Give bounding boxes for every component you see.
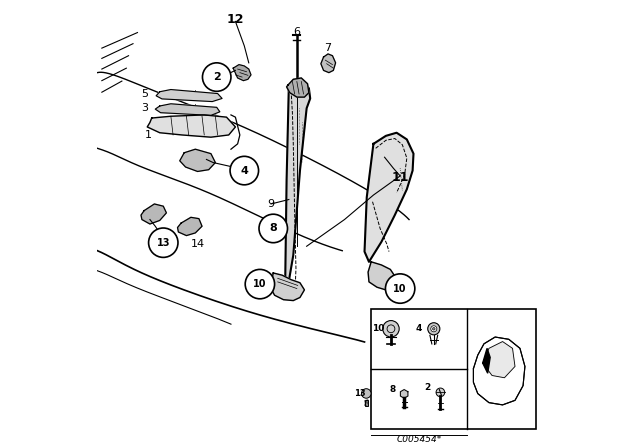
Polygon shape xyxy=(156,90,222,102)
Polygon shape xyxy=(177,217,202,236)
Polygon shape xyxy=(483,341,515,378)
Polygon shape xyxy=(270,273,305,301)
Text: C005454*: C005454* xyxy=(396,435,442,444)
Polygon shape xyxy=(401,390,408,398)
Text: 5: 5 xyxy=(141,89,148,99)
Text: 2: 2 xyxy=(213,72,221,82)
Text: 1: 1 xyxy=(145,130,152,140)
Polygon shape xyxy=(483,349,490,373)
Text: 10: 10 xyxy=(394,284,407,293)
Text: 11: 11 xyxy=(392,171,409,184)
Circle shape xyxy=(148,228,178,258)
Polygon shape xyxy=(180,149,216,172)
Circle shape xyxy=(245,269,275,299)
Text: 3: 3 xyxy=(141,103,148,113)
Text: 2: 2 xyxy=(424,383,430,392)
Polygon shape xyxy=(474,337,525,405)
Text: 13: 13 xyxy=(354,389,365,398)
Circle shape xyxy=(362,389,371,398)
Circle shape xyxy=(259,214,287,243)
Circle shape xyxy=(385,274,415,303)
Text: 10: 10 xyxy=(253,279,267,289)
Text: 10: 10 xyxy=(372,324,384,333)
Bar xyxy=(371,309,536,429)
Polygon shape xyxy=(365,133,413,262)
Circle shape xyxy=(436,388,445,397)
Text: 6: 6 xyxy=(293,27,300,37)
Circle shape xyxy=(431,326,437,332)
Circle shape xyxy=(383,321,399,337)
Circle shape xyxy=(433,327,435,330)
Text: 4: 4 xyxy=(416,324,422,333)
Circle shape xyxy=(428,323,440,335)
Text: 4: 4 xyxy=(241,166,248,176)
Polygon shape xyxy=(368,262,396,290)
Text: 12: 12 xyxy=(227,13,244,26)
Polygon shape xyxy=(233,65,251,81)
Circle shape xyxy=(202,63,231,91)
Polygon shape xyxy=(156,104,220,116)
Circle shape xyxy=(230,156,259,185)
Text: 9: 9 xyxy=(268,199,275,209)
Polygon shape xyxy=(141,204,166,224)
Polygon shape xyxy=(321,54,335,73)
Polygon shape xyxy=(287,78,309,97)
Polygon shape xyxy=(147,115,236,137)
Bar xyxy=(365,400,368,406)
Text: 8: 8 xyxy=(269,224,277,233)
Text: 14: 14 xyxy=(191,239,205,249)
Text: 7: 7 xyxy=(324,43,332,53)
Text: 13: 13 xyxy=(157,238,170,248)
Text: 8: 8 xyxy=(390,385,396,394)
Polygon shape xyxy=(285,82,310,286)
